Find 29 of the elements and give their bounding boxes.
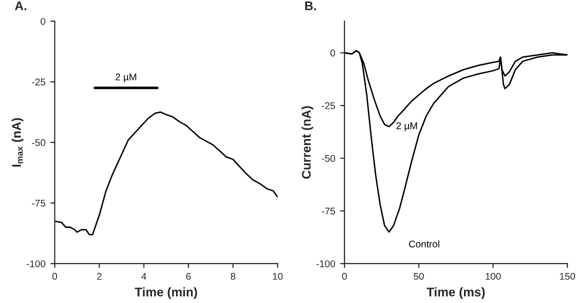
x-tick-label: 10 — [272, 272, 283, 280]
x-tick-label: 150 — [560, 272, 576, 280]
y-tick-label: -50 — [32, 139, 46, 146]
x-tick-label: 50 — [414, 272, 424, 280]
x-tick-label: 0 — [52, 272, 58, 280]
y-tick-label: -100 — [26, 260, 46, 268]
text: Control — [408, 240, 440, 248]
y-tick-label: -25 — [32, 78, 46, 86]
x-tick-label: 100 — [486, 272, 501, 280]
y-tick-label: -75 — [32, 200, 46, 207]
x-axis-title: Time (min) — [134, 287, 198, 299]
y-tick-label: 0 — [330, 50, 336, 56]
y-tick-label: 0 — [40, 18, 46, 25]
chart-title: B. — [305, 2, 316, 10]
y-tick-label: -50 — [322, 154, 336, 162]
x-tick-label: 0 — [342, 272, 347, 280]
series-label: 2 µM — [116, 74, 136, 82]
y-axis-title: I$_{max}$ (nA) — [12, 118, 24, 167]
series-label: 2 µM — [396, 122, 418, 132]
x-axis-title: Time (ms) — [426, 287, 485, 299]
x-tick-label: 4 — [141, 272, 146, 280]
x-tick-label: 6 — [186, 272, 191, 280]
y-axis-title: Current (nA) — [302, 106, 314, 179]
y-tick-label: -25 — [322, 102, 336, 110]
x-tick-label: 8 — [230, 272, 236, 280]
y-tick-label: -100 — [316, 260, 336, 268]
chart-title: A. — [14, 2, 26, 10]
x-tick-label: 2 — [97, 272, 102, 280]
y-tick-label: -75 — [322, 208, 336, 215]
